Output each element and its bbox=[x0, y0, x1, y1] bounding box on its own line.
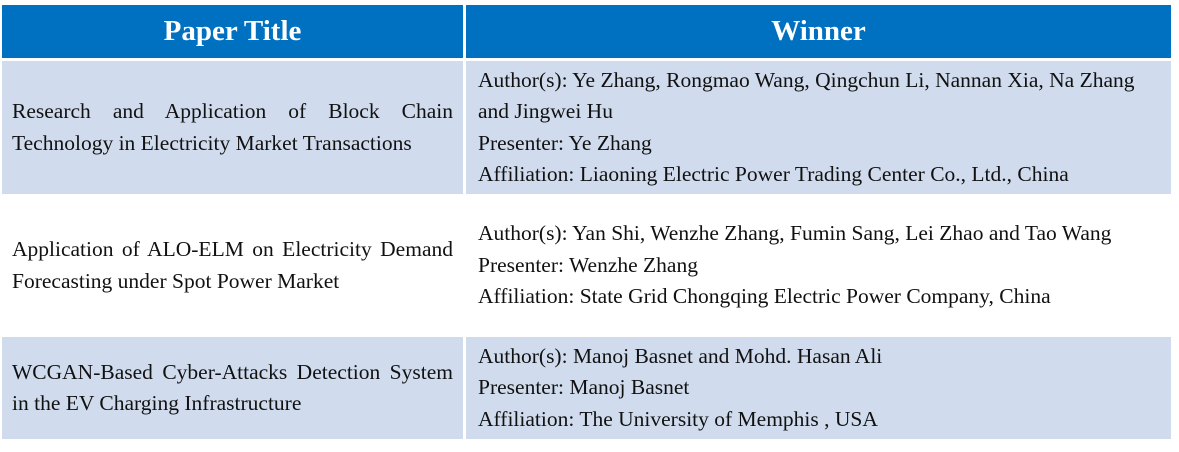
header-winner: Winner bbox=[466, 5, 1171, 58]
authors: Author(s): Manoj Basnet and Mohd. Hasan … bbox=[478, 343, 883, 368]
affiliation: Affiliation: State Grid Chongqing Electr… bbox=[478, 284, 1051, 309]
affiliation: Affiliation: Liaoning Electric Power Tra… bbox=[478, 162, 1069, 186]
table-row: WCGAN-Based Cyber-Attacks Detection Syst… bbox=[2, 337, 1171, 439]
affiliation: Affiliation: The University of Memphis ,… bbox=[478, 406, 878, 431]
winner-cell: Author(s): Yan Shi, Wenzhe Zhang, Fumin … bbox=[466, 197, 1171, 334]
winners-table: Paper Title Winner Research and Applicat… bbox=[0, 2, 1174, 442]
presenter: Presenter: Manoj Basnet bbox=[478, 375, 690, 400]
paper-title: Application of ALO-ELM on Electricity De… bbox=[2, 197, 463, 334]
winner-cell: Author(s): Ye Zhang, Rongmao Wang, Qingc… bbox=[466, 61, 1171, 194]
presenter: Presenter: Ye Zhang bbox=[478, 130, 652, 155]
presenter: Presenter: Wenzhe Zhang bbox=[478, 252, 698, 277]
table-row: Research and Application of Block Chain … bbox=[2, 61, 1171, 194]
header-paper-title: Paper Title bbox=[2, 5, 463, 58]
authors: Author(s): Yan Shi, Wenzhe Zhang, Fumin … bbox=[478, 221, 1112, 246]
paper-title: Research and Application of Block Chain … bbox=[2, 61, 463, 194]
winner-cell: Author(s): Manoj Basnet and Mohd. Hasan … bbox=[466, 337, 1171, 439]
authors: Author(s): Ye Zhang, Rongmao Wang, Qingc… bbox=[478, 67, 1135, 124]
paper-title: WCGAN-Based Cyber-Attacks Detection Syst… bbox=[2, 337, 463, 439]
header-row: Paper Title Winner bbox=[2, 5, 1171, 58]
table-row: Application of ALO-ELM on Electricity De… bbox=[2, 197, 1171, 334]
